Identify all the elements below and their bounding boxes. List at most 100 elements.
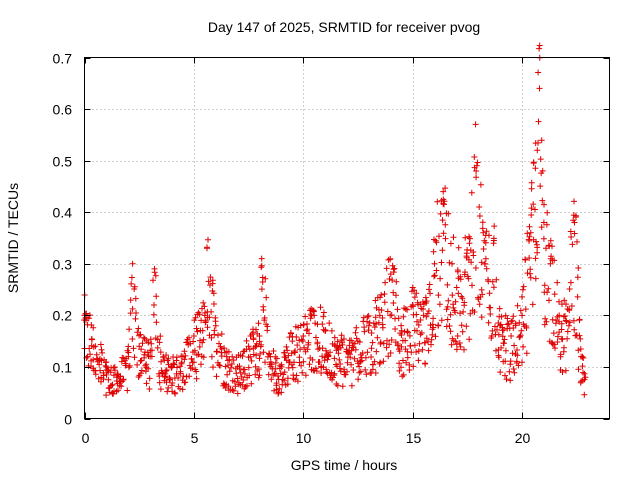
data-point bbox=[362, 366, 369, 373]
data-point bbox=[281, 369, 288, 376]
data-point bbox=[434, 198, 441, 205]
data-point bbox=[444, 281, 451, 288]
data-point bbox=[110, 390, 117, 397]
data-point bbox=[499, 333, 506, 340]
data-point bbox=[127, 310, 134, 317]
data-point bbox=[425, 347, 432, 354]
y-tick-label: 0.4 bbox=[53, 205, 73, 221]
data-point bbox=[492, 323, 498, 330]
data-point bbox=[193, 325, 200, 332]
data-point bbox=[285, 352, 292, 359]
data-point bbox=[441, 201, 447, 208]
data-point bbox=[458, 322, 465, 329]
data-point bbox=[386, 341, 393, 348]
data-point bbox=[209, 280, 216, 287]
data-point bbox=[139, 340, 146, 347]
data-point bbox=[230, 357, 237, 364]
data-point bbox=[214, 348, 221, 355]
y-tick-label: 0.6 bbox=[53, 102, 73, 118]
data-point bbox=[157, 349, 164, 356]
data-point bbox=[327, 349, 333, 356]
data-point bbox=[108, 382, 115, 389]
data-point bbox=[452, 309, 459, 316]
data-point bbox=[208, 308, 215, 315]
data-point bbox=[364, 349, 371, 356]
data-point bbox=[520, 343, 527, 350]
data-point bbox=[392, 326, 399, 332]
data-point bbox=[449, 292, 456, 299]
data-point bbox=[170, 360, 177, 367]
y-tick-label: 0 bbox=[64, 412, 72, 428]
data-point bbox=[540, 219, 547, 226]
data-point bbox=[507, 358, 514, 365]
data-point bbox=[550, 341, 557, 348]
data-point bbox=[314, 339, 321, 346]
data-point bbox=[439, 247, 446, 254]
data-point bbox=[456, 340, 463, 346]
data-point bbox=[92, 343, 99, 350]
data-point bbox=[542, 315, 549, 322]
data-point bbox=[335, 350, 342, 357]
data-point bbox=[312, 365, 319, 372]
data-point bbox=[573, 214, 579, 220]
data-point bbox=[262, 359, 268, 366]
data-point bbox=[304, 326, 311, 333]
data-point bbox=[145, 339, 152, 346]
data-point bbox=[550, 330, 557, 337]
data-point bbox=[536, 45, 543, 52]
data-point bbox=[173, 354, 180, 361]
data-point bbox=[229, 387, 236, 393]
data-point bbox=[406, 367, 413, 373]
data-point bbox=[226, 368, 233, 375]
data-point bbox=[124, 387, 131, 394]
data-point bbox=[415, 348, 422, 355]
data-point bbox=[395, 315, 402, 322]
data-point bbox=[87, 351, 93, 358]
data-point bbox=[103, 363, 110, 370]
data-point bbox=[163, 367, 170, 373]
data-point bbox=[291, 349, 298, 356]
data-point bbox=[194, 328, 201, 335]
data-point bbox=[524, 270, 531, 277]
data-point bbox=[198, 361, 204, 368]
data-point bbox=[259, 279, 266, 285]
data-point bbox=[188, 356, 195, 362]
data-point bbox=[510, 313, 517, 320]
data-point bbox=[551, 257, 558, 264]
data-point bbox=[413, 290, 420, 297]
data-point bbox=[404, 329, 411, 336]
y-tick-label: 0.1 bbox=[53, 360, 73, 376]
data-point bbox=[93, 351, 100, 358]
data-point bbox=[465, 275, 472, 282]
data-point bbox=[212, 314, 219, 321]
data-point bbox=[128, 280, 135, 287]
data-point bbox=[496, 305, 503, 312]
data-point bbox=[260, 307, 267, 313]
data-point bbox=[178, 359, 185, 366]
data-point bbox=[129, 305, 136, 312]
data-point bbox=[119, 354, 126, 361]
data-point bbox=[284, 347, 291, 354]
data-point bbox=[204, 324, 211, 331]
data-point bbox=[322, 327, 329, 334]
data-point bbox=[581, 391, 588, 398]
data-point bbox=[288, 330, 294, 337]
data-point bbox=[379, 324, 386, 331]
data-point bbox=[360, 314, 367, 321]
data-point bbox=[487, 311, 494, 317]
data-point bbox=[204, 245, 210, 252]
data-point bbox=[120, 376, 127, 383]
data-point bbox=[348, 361, 355, 368]
data-point bbox=[384, 337, 390, 344]
data-point bbox=[118, 383, 125, 390]
data-point bbox=[536, 85, 543, 92]
data-point bbox=[420, 312, 427, 319]
data-point bbox=[530, 201, 537, 208]
data-point bbox=[137, 370, 144, 377]
data-point bbox=[100, 372, 107, 379]
data-point bbox=[298, 336, 305, 343]
data-point bbox=[98, 357, 105, 364]
data-point bbox=[415, 322, 422, 328]
data-point bbox=[270, 348, 277, 354]
data-point bbox=[193, 368, 200, 375]
